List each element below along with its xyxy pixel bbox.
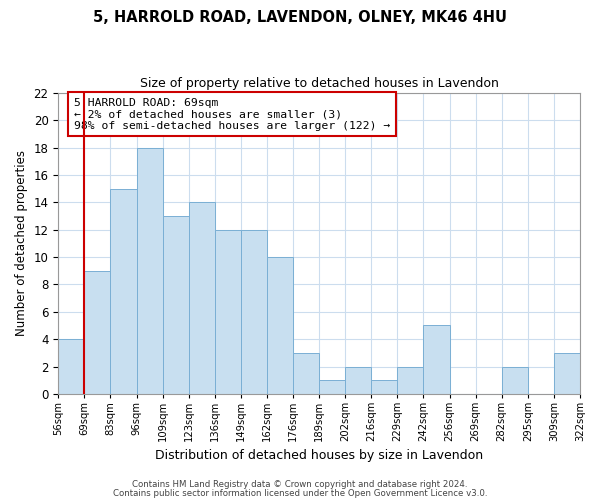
Bar: [397, 366, 424, 394]
Bar: [163, 216, 189, 394]
Bar: [241, 230, 267, 394]
Y-axis label: Number of detached properties: Number of detached properties: [15, 150, 28, 336]
Bar: [189, 202, 215, 394]
Bar: [85, 271, 110, 394]
Bar: [215, 230, 241, 394]
Bar: [319, 380, 345, 394]
Bar: [110, 189, 137, 394]
Bar: [424, 326, 449, 394]
Bar: [58, 339, 85, 394]
Text: Contains public sector information licensed under the Open Government Licence v3: Contains public sector information licen…: [113, 488, 487, 498]
Text: 5, HARROLD ROAD, LAVENDON, OLNEY, MK46 4HU: 5, HARROLD ROAD, LAVENDON, OLNEY, MK46 4…: [93, 10, 507, 25]
X-axis label: Distribution of detached houses by size in Lavendon: Distribution of detached houses by size …: [155, 450, 483, 462]
Bar: [293, 353, 319, 394]
Bar: [371, 380, 397, 394]
Title: Size of property relative to detached houses in Lavendon: Size of property relative to detached ho…: [140, 78, 499, 90]
Bar: [502, 366, 528, 394]
Bar: [554, 353, 580, 394]
Text: Contains HM Land Registry data © Crown copyright and database right 2024.: Contains HM Land Registry data © Crown c…: [132, 480, 468, 489]
Bar: [345, 366, 371, 394]
Bar: [267, 257, 293, 394]
Text: 5 HARROLD ROAD: 69sqm
← 2% of detached houses are smaller (3)
98% of semi-detach: 5 HARROLD ROAD: 69sqm ← 2% of detached h…: [74, 98, 390, 131]
Bar: [137, 148, 163, 394]
